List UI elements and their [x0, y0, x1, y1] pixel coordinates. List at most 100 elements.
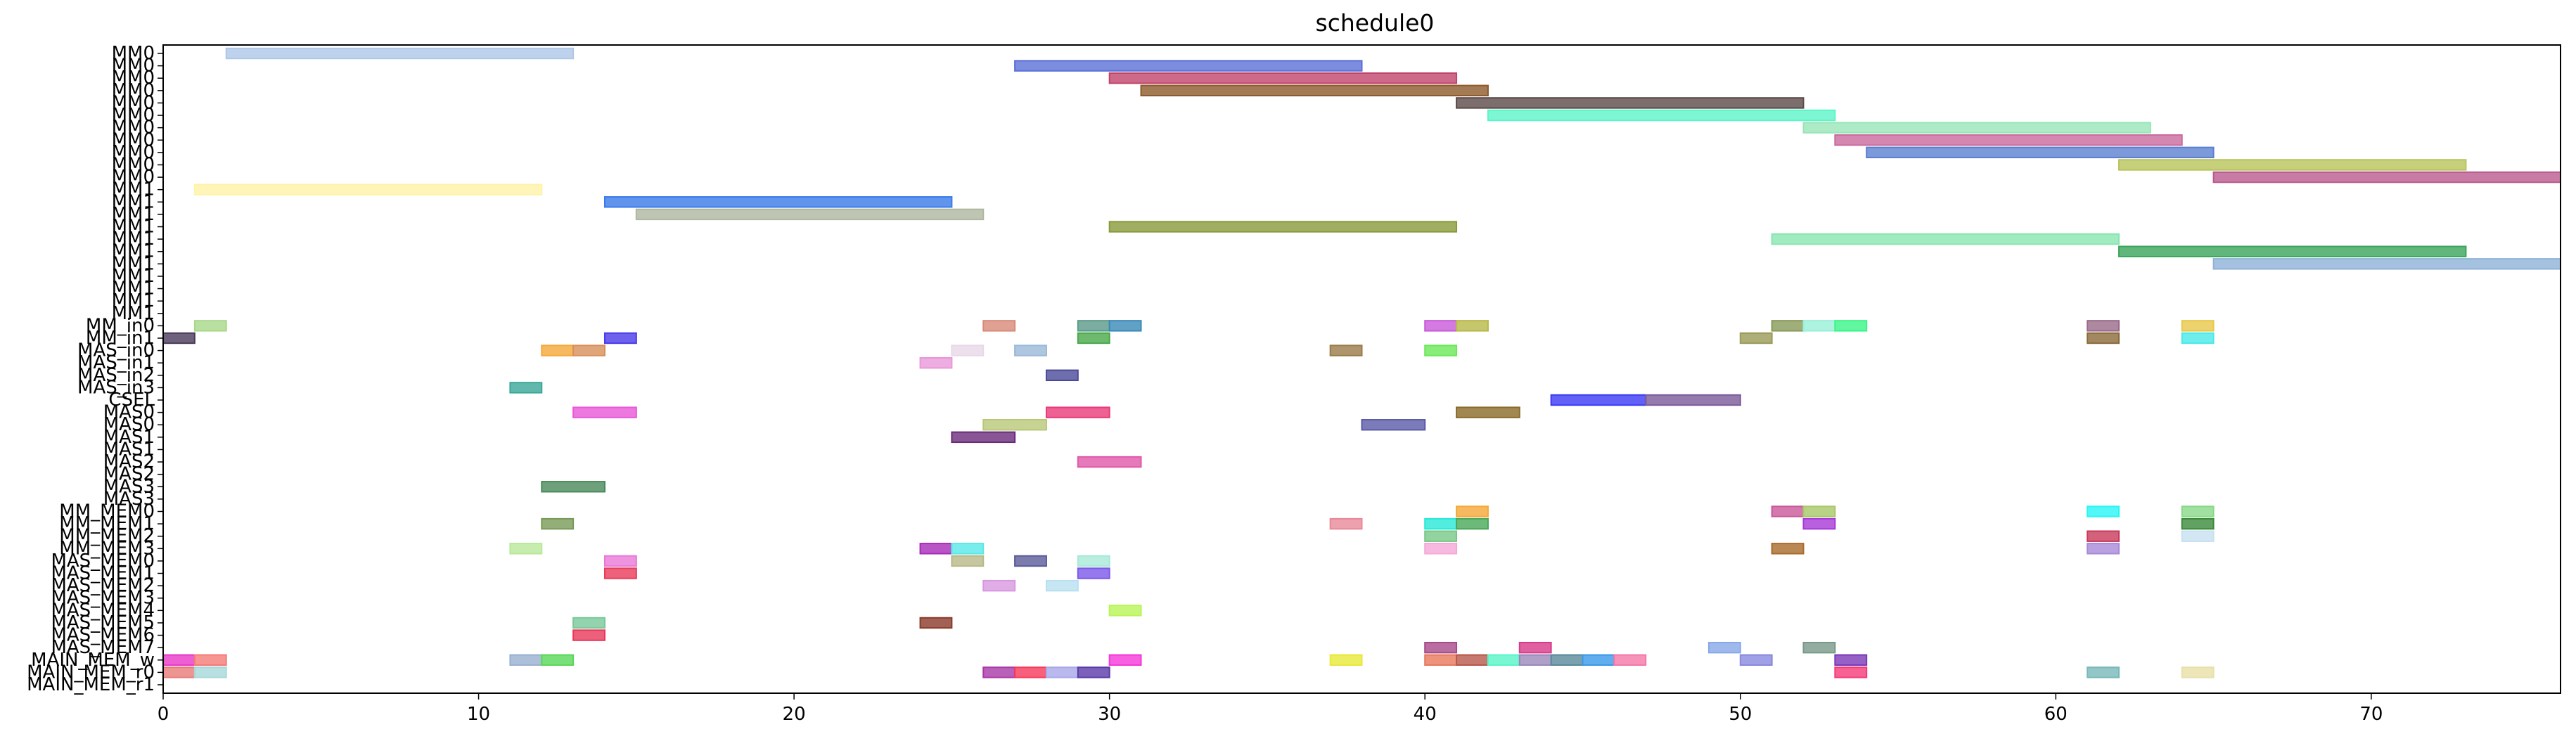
task-bar: [2087, 530, 2120, 542]
task-bar: [2212, 171, 2561, 183]
y-tick-label: MAS_MEM4: [51, 600, 155, 621]
task-bar: [1424, 543, 1458, 555]
x-tick-label: 60: [2044, 704, 2068, 725]
task-bar: [603, 555, 637, 567]
task-bar: [541, 654, 575, 666]
chart-title: schedule0: [1316, 9, 1435, 37]
y-tick-label: MM1: [112, 217, 155, 238]
task-bar: [1771, 505, 1805, 517]
task-bar: [1014, 666, 1047, 678]
task-bars: [162, 47, 2561, 678]
task-bar: [2181, 530, 2215, 542]
x-tick-label: 40: [1414, 704, 1437, 725]
task-bar: [603, 567, 637, 579]
y-tick-label: MAS_in3: [77, 377, 155, 398]
task-bar: [982, 320, 1016, 332]
task-bar: [541, 517, 575, 530]
y-tick-label: MM0: [112, 56, 155, 77]
y-tick-label: MAS1: [103, 427, 155, 448]
task-bar: [919, 617, 953, 629]
task-bar: [1550, 394, 1647, 406]
task-bar: [1834, 666, 1868, 678]
task-bar: [1077, 666, 1110, 678]
task-bar: [635, 208, 985, 221]
y-tick-label: MAS1: [103, 439, 155, 460]
task-bar: [2118, 159, 2467, 171]
y-tick-label: MAS2: [103, 464, 155, 485]
y-tick-label: MAIN_MEM_w: [31, 650, 155, 671]
y-tick-label: MM0: [112, 92, 155, 113]
task-bar: [982, 666, 1016, 678]
plot-frame: [162, 44, 2561, 694]
task-bar: [1424, 641, 1458, 654]
task-bar: [1802, 641, 1836, 654]
task-bar: [1487, 654, 1520, 666]
task-bar: [1834, 134, 2183, 146]
task-bar: [2087, 543, 2120, 555]
task-bar: [1771, 320, 1805, 332]
y-tick-label: MM1: [112, 228, 155, 250]
task-bar: [1424, 530, 1458, 542]
y-tick-label: MM0: [112, 129, 155, 150]
task-bar: [1739, 654, 1773, 666]
task-bar: [572, 629, 605, 641]
y-tick-label: MM1: [112, 278, 155, 299]
x-axis-ticks: 0 10 20 30 40 50 60 70: [158, 693, 2383, 725]
task-bar: [1771, 543, 1805, 555]
task-bar: [1802, 122, 2151, 134]
task-bar: [2087, 332, 2120, 344]
y-tick-label: MAS_MEM1: [51, 563, 155, 584]
y-tick-label: MAS3: [103, 476, 155, 497]
task-bar: [1645, 394, 1741, 406]
task-bar: [572, 617, 605, 629]
y-tick-label: MM_MEM3: [59, 538, 155, 559]
task-bar: [1802, 320, 1836, 332]
task-bar: [1014, 60, 1363, 72]
task-bar: [1613, 654, 1647, 666]
y-tick-label: MAS_MEM5: [51, 612, 155, 633]
task-bar: [951, 543, 985, 555]
task-bar: [919, 356, 953, 369]
x-tick-label: 50: [1729, 704, 1752, 725]
y-tick-label: MM1: [112, 253, 155, 274]
task-bar: [572, 344, 605, 356]
x-tick-label: 70: [2359, 704, 2383, 725]
y-tick-label: CSEL: [108, 389, 155, 411]
task-bar: [1456, 320, 1489, 332]
y-tick-label: MM0: [112, 105, 155, 126]
y-tick-label: MM0: [112, 154, 155, 175]
task-bar: [1329, 654, 1363, 666]
y-tick-label: MAS0: [103, 414, 155, 435]
y-tick-label: MAS_in0: [77, 340, 155, 361]
task-bar: [1077, 567, 1110, 579]
task-bar: [1424, 517, 1458, 530]
task-bar: [1108, 221, 1458, 233]
task-bar: [1361, 419, 1426, 431]
task-bar: [1014, 344, 1047, 356]
task-bar: [2087, 666, 2120, 678]
task-bar: [1802, 505, 1836, 517]
y-tick-label: MAS2: [103, 451, 155, 472]
x-tick-label: 20: [783, 704, 806, 725]
task-bar: [1108, 605, 1142, 617]
task-bar: [1329, 517, 1363, 530]
y-tick-label: MAS_MEM0: [51, 550, 155, 572]
task-bar: [982, 579, 1016, 592]
task-bar: [1077, 456, 1142, 468]
task-bar: [1014, 555, 1047, 567]
task-bar: [193, 183, 543, 195]
y-tick-label: MM1: [112, 290, 155, 311]
task-bar: [1866, 146, 2215, 159]
task-bar: [982, 419, 1047, 431]
y-tick-label: MAS_MEM3: [51, 588, 155, 609]
task-bar: [919, 543, 953, 555]
y-tick-label: MAS_MEM2: [51, 575, 155, 596]
y-tick-label: MM0: [112, 43, 155, 64]
task-bar: [2181, 666, 2215, 678]
task-bar: [1487, 109, 1836, 122]
task-bar: [2181, 320, 2215, 332]
task-bar: [225, 47, 575, 60]
task-bar: [1424, 344, 1458, 356]
task-bar: [1045, 666, 1079, 678]
